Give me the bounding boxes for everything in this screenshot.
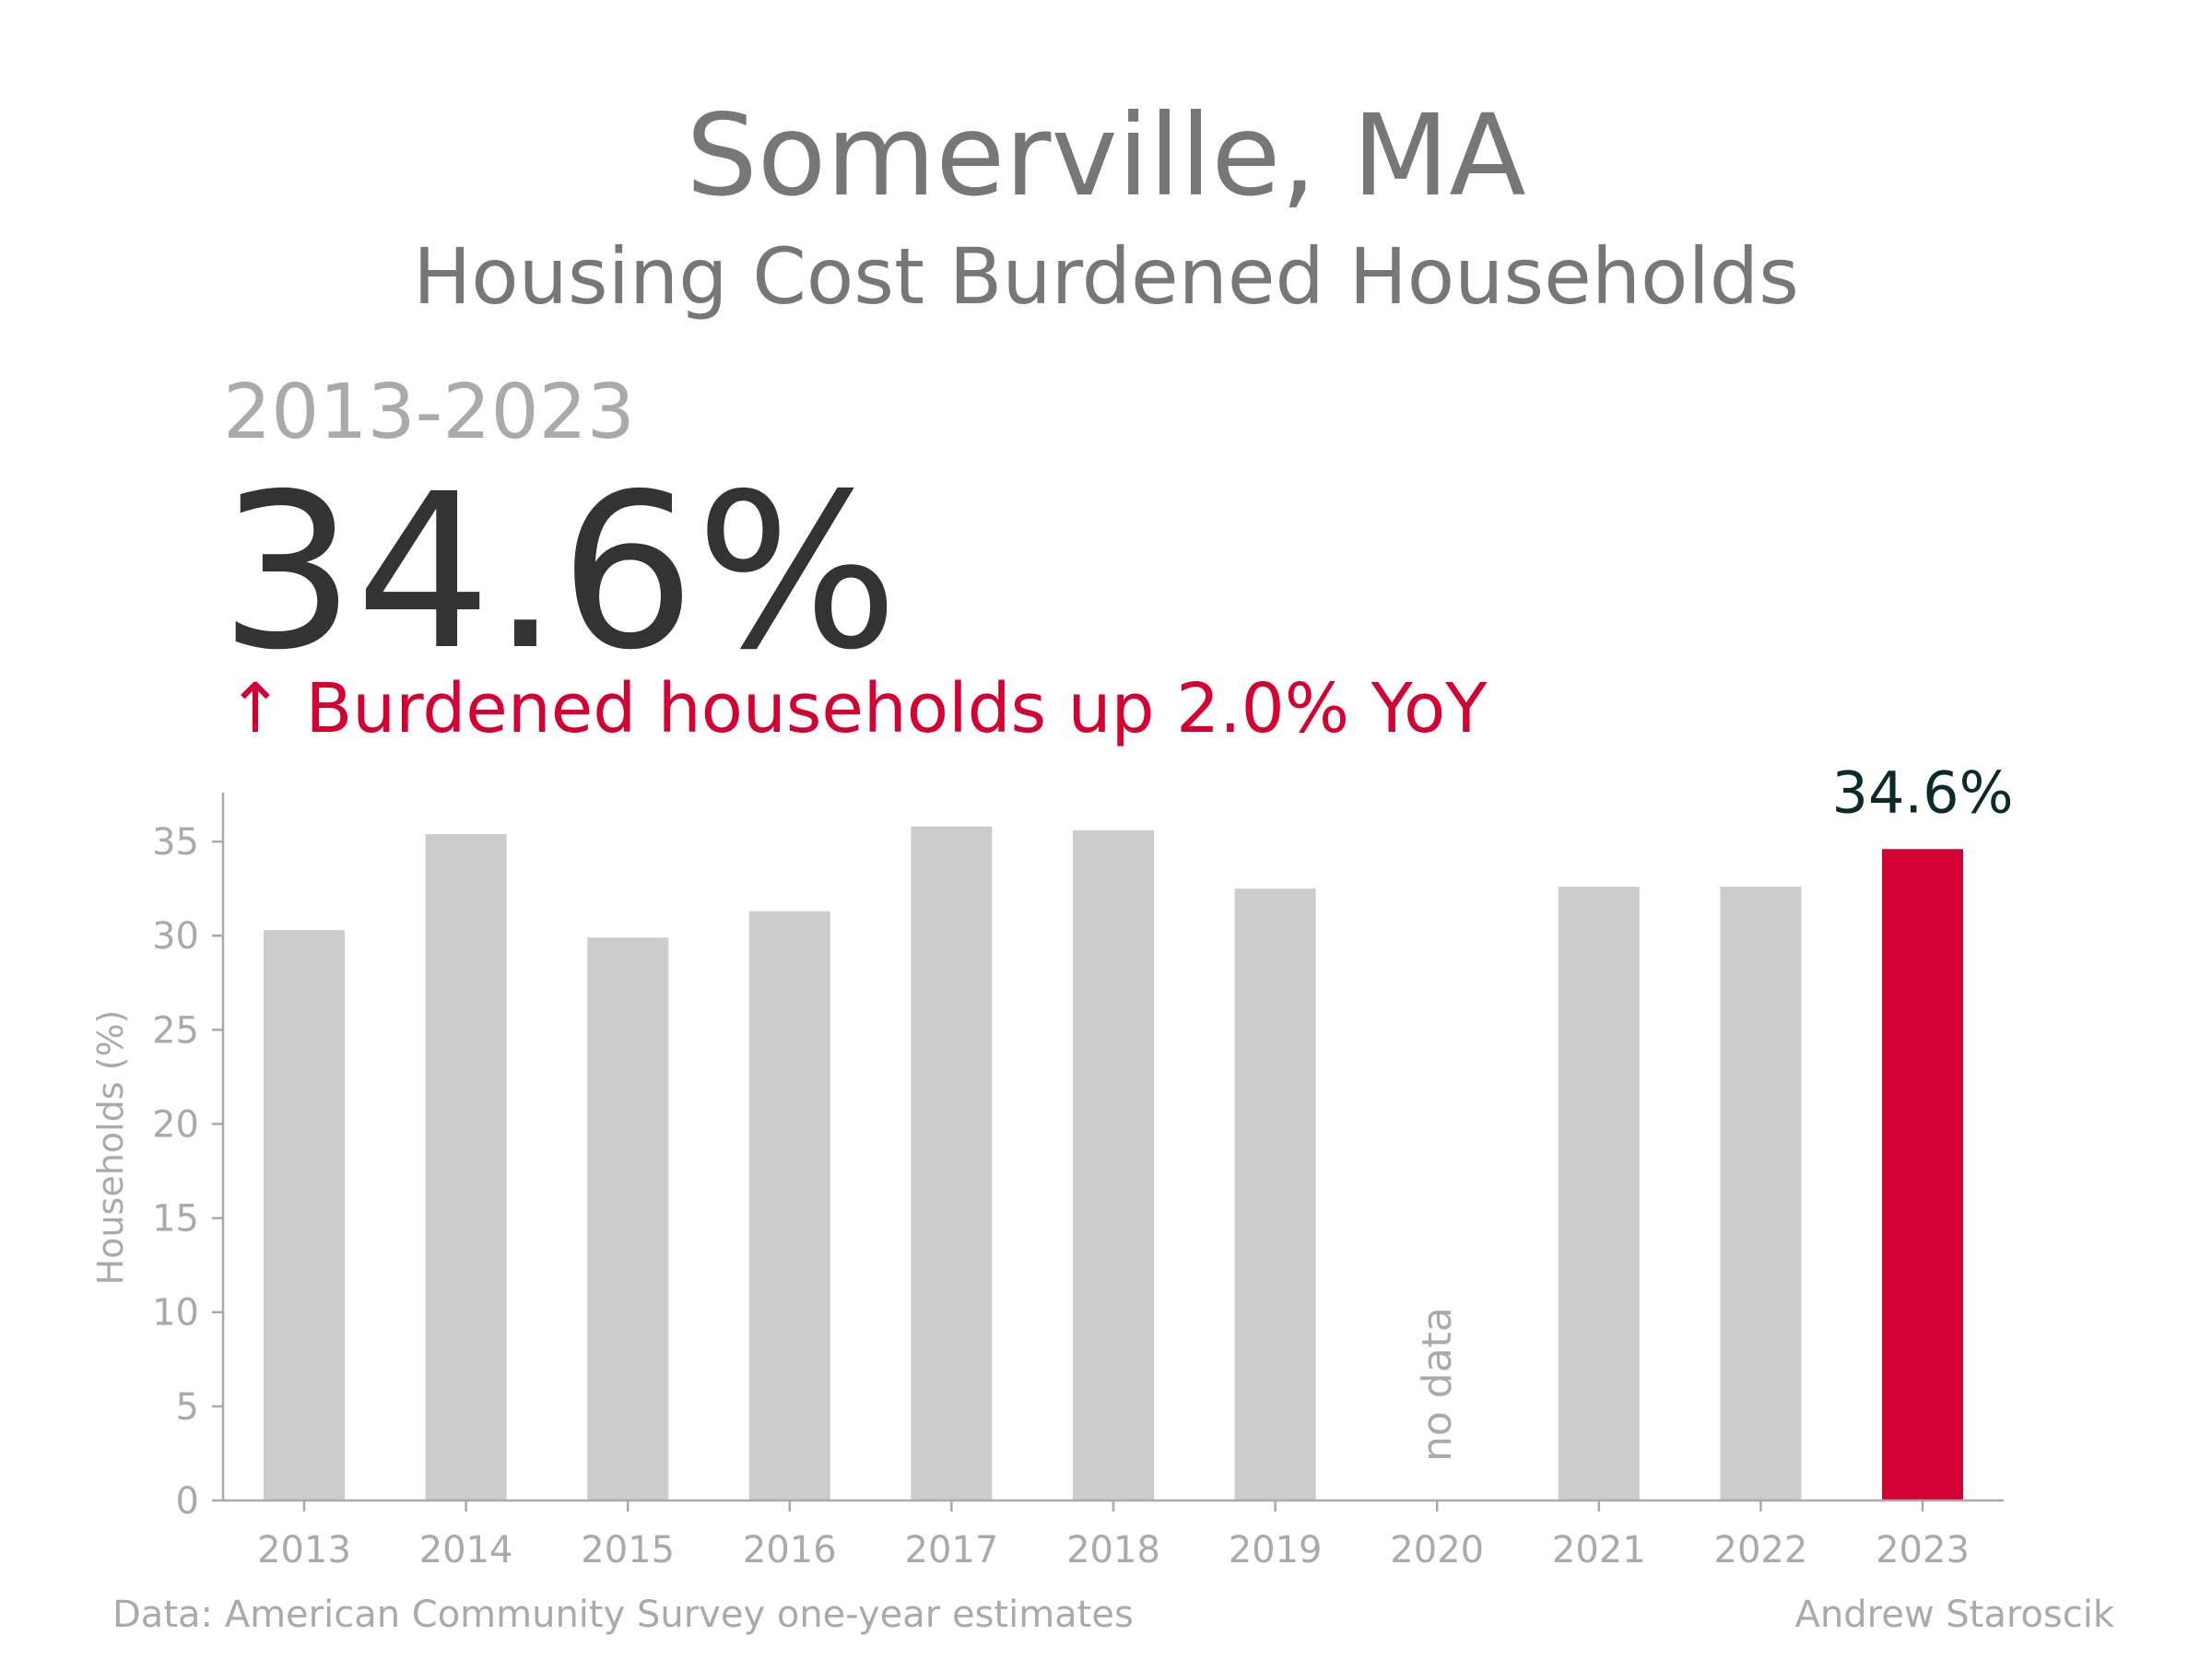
- bar-2014: [425, 833, 507, 1500]
- bar-2018: [1073, 830, 1154, 1500]
- axes-layer: [212, 793, 2004, 1512]
- x-tick-label-2013: 2013: [257, 1529, 351, 1571]
- bar-2022: [1720, 887, 1802, 1500]
- x-tick-label-2019: 2019: [1229, 1529, 1323, 1571]
- bar-2019: [1234, 888, 1316, 1500]
- x-tick-label-2016: 2016: [743, 1529, 837, 1571]
- yoy-change-label: ↑ Burdened households up 2.0% YoY: [227, 669, 1488, 748]
- y-tick-label-5: 5: [176, 1386, 199, 1429]
- y-tick-label-0: 0: [176, 1480, 199, 1523]
- x-tick-label-2015: 2015: [581, 1529, 675, 1571]
- y-tick-label-15: 15: [152, 1198, 199, 1241]
- x-tick-label-2023: 2023: [1876, 1529, 1970, 1571]
- chart-subtitle: Housing Cost Burdened Households: [413, 231, 1799, 322]
- x-tick-label-2017: 2017: [905, 1529, 999, 1571]
- no-data-label: no data: [1414, 1307, 1461, 1462]
- y-tick-label-25: 25: [152, 1009, 199, 1052]
- x-tick-label-2014: 2014: [419, 1529, 513, 1571]
- x-tick-label-2018: 2018: [1066, 1529, 1160, 1571]
- bar-2016: [748, 911, 830, 1500]
- data-source-note: Data: American Community Survey one-year…: [112, 1594, 1134, 1636]
- bar-2017: [911, 826, 993, 1500]
- highlight-value-label: 34.6%: [1832, 759, 2014, 826]
- bars-layer: [264, 826, 1963, 1500]
- period-label: 2013-2023: [223, 369, 635, 456]
- bar-2021: [1558, 887, 1640, 1500]
- y-axis-label: Households (%): [90, 1010, 131, 1286]
- chart-title: Somerville, MA: [686, 90, 1526, 221]
- bar-2013: [264, 930, 345, 1500]
- bar-2023: [1882, 849, 1963, 1500]
- author-credit: Andrew Staroscik: [1794, 1594, 2114, 1636]
- x-tick-label-2022: 2022: [1714, 1529, 1808, 1571]
- labels-layer: no data 34.6% 0 5 10 15 20 25 30 35 2013 2014 2015 20…: [90, 759, 2013, 1571]
- y-tick-label-10: 10: [152, 1292, 199, 1335]
- y-tick-label-35: 35: [152, 821, 199, 864]
- y-tick-label-20: 20: [152, 1103, 199, 1146]
- x-tick-label-2021: 2021: [1552, 1529, 1646, 1571]
- x-tick-label-2020: 2020: [1390, 1529, 1484, 1571]
- bar-2015: [587, 937, 669, 1500]
- headline-value: 34.6%: [219, 448, 900, 697]
- y-tick-label-30: 30: [152, 915, 199, 958]
